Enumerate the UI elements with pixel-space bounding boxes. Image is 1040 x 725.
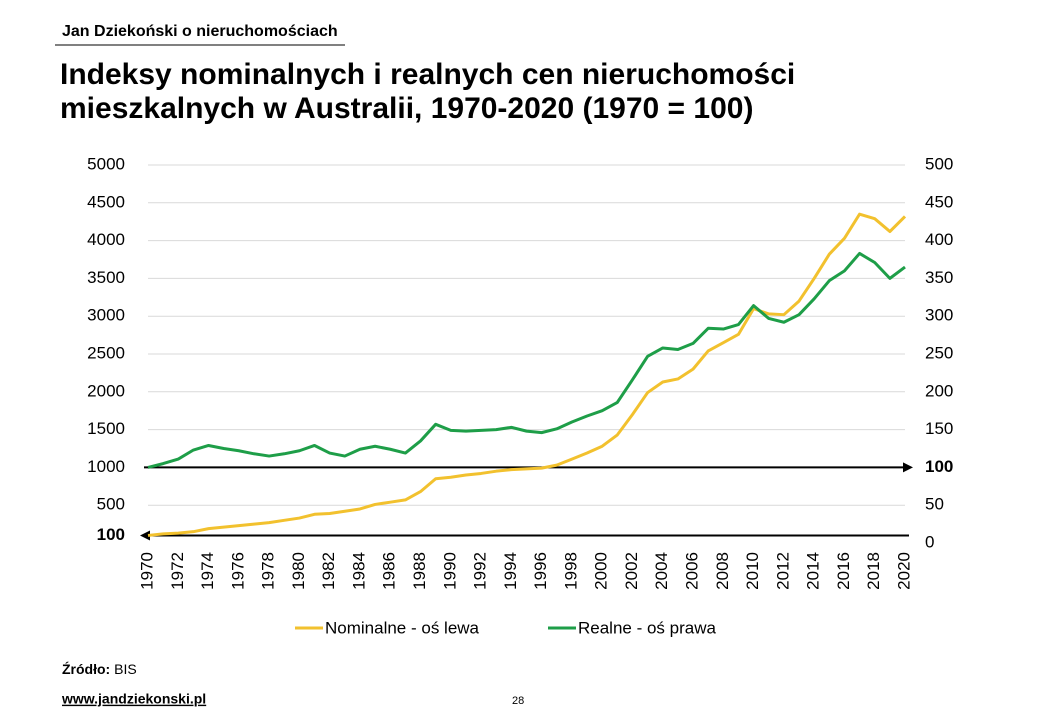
header-author: Jan Dziekoński o nieruchomościach [62, 23, 338, 40]
reference-arrowhead [140, 530, 150, 541]
y2-tick-label: 200 [925, 381, 953, 400]
x-tick-label: 1972 [168, 552, 187, 590]
y2-tick-label: 150 [925, 419, 953, 438]
y-tick-label: 4500 [87, 192, 125, 211]
y-tick-label: 4000 [87, 230, 125, 249]
y-tick-label: 100 [97, 525, 125, 544]
y-tick-label: 5000 [87, 154, 125, 173]
y-tick-label: 2500 [87, 343, 125, 362]
source-label: Źródło: [62, 661, 110, 677]
x-tick-label: 2000 [592, 552, 611, 590]
y-tick-label: 2000 [87, 381, 125, 400]
x-tick-label: 1982 [319, 552, 338, 590]
legend-label: Nominalne - oś lewa [325, 618, 480, 637]
y-tick-label: 3500 [87, 268, 125, 287]
y-tick-label: 3000 [87, 306, 125, 325]
chart-title: Indeksy nominalnych i realnych cen nieru… [60, 58, 795, 91]
y2-tick-label: 100 [925, 457, 953, 476]
x-tick-label: 2018 [864, 552, 883, 590]
x-tick-label: 1998 [561, 552, 580, 590]
x-tick-label: 1974 [198, 552, 217, 590]
x-tick-label: 1988 [410, 552, 429, 590]
series-line [147, 251, 906, 469]
x-tick-label: 1976 [228, 552, 247, 590]
x-tick-label: 1992 [471, 552, 490, 590]
y2-tick-label: 450 [925, 192, 953, 211]
y-tick-label: 1000 [87, 457, 125, 476]
x-tick-label: 2014 [804, 552, 823, 590]
y2-tick-label: 250 [925, 343, 953, 362]
chart-title: mieszkalnych w Australii, 1970-2020 (197… [60, 92, 753, 125]
reference-arrowhead [903, 462, 913, 473]
x-tick-label: 2002 [622, 552, 641, 590]
x-tick-label: 2010 [743, 552, 762, 590]
x-tick-label: 1990 [440, 552, 459, 590]
x-tick-label: 2006 [683, 552, 702, 590]
y2-tick-label: 350 [925, 268, 953, 287]
y2-tick-label: 500 [925, 154, 953, 173]
x-tick-label: 1996 [531, 552, 550, 590]
y2-tick-label: 400 [925, 230, 953, 249]
y2-tick-label: 0 [925, 532, 934, 551]
y-tick-label: 500 [97, 495, 125, 514]
x-tick-label: 1980 [289, 552, 308, 590]
x-tick-label: 2004 [652, 552, 671, 590]
x-tick-label: 1986 [380, 552, 399, 590]
x-tick-label: 2008 [713, 552, 732, 590]
x-tick-label: 2016 [834, 552, 853, 590]
x-tick-label: 1970 [137, 552, 156, 590]
y-tick-label: 1500 [87, 419, 125, 438]
source-value: BIS [114, 661, 137, 677]
x-tick-label: 1978 [259, 552, 278, 590]
legend-label: Realne - oś prawa [578, 618, 717, 637]
x-tick-label: 1984 [349, 552, 368, 590]
x-tick-label: 2020 [894, 552, 913, 590]
series-line [147, 212, 907, 537]
footer-url[interactable]: www.jandziekonski.pl [61, 691, 206, 707]
y2-tick-label: 50 [925, 495, 944, 514]
x-tick-label: 1994 [501, 552, 520, 590]
x-tick-label: 2012 [773, 552, 792, 590]
source: Źródło: BIS [62, 661, 137, 677]
y2-tick-label: 300 [925, 306, 953, 325]
page-number: 28 [512, 695, 524, 707]
